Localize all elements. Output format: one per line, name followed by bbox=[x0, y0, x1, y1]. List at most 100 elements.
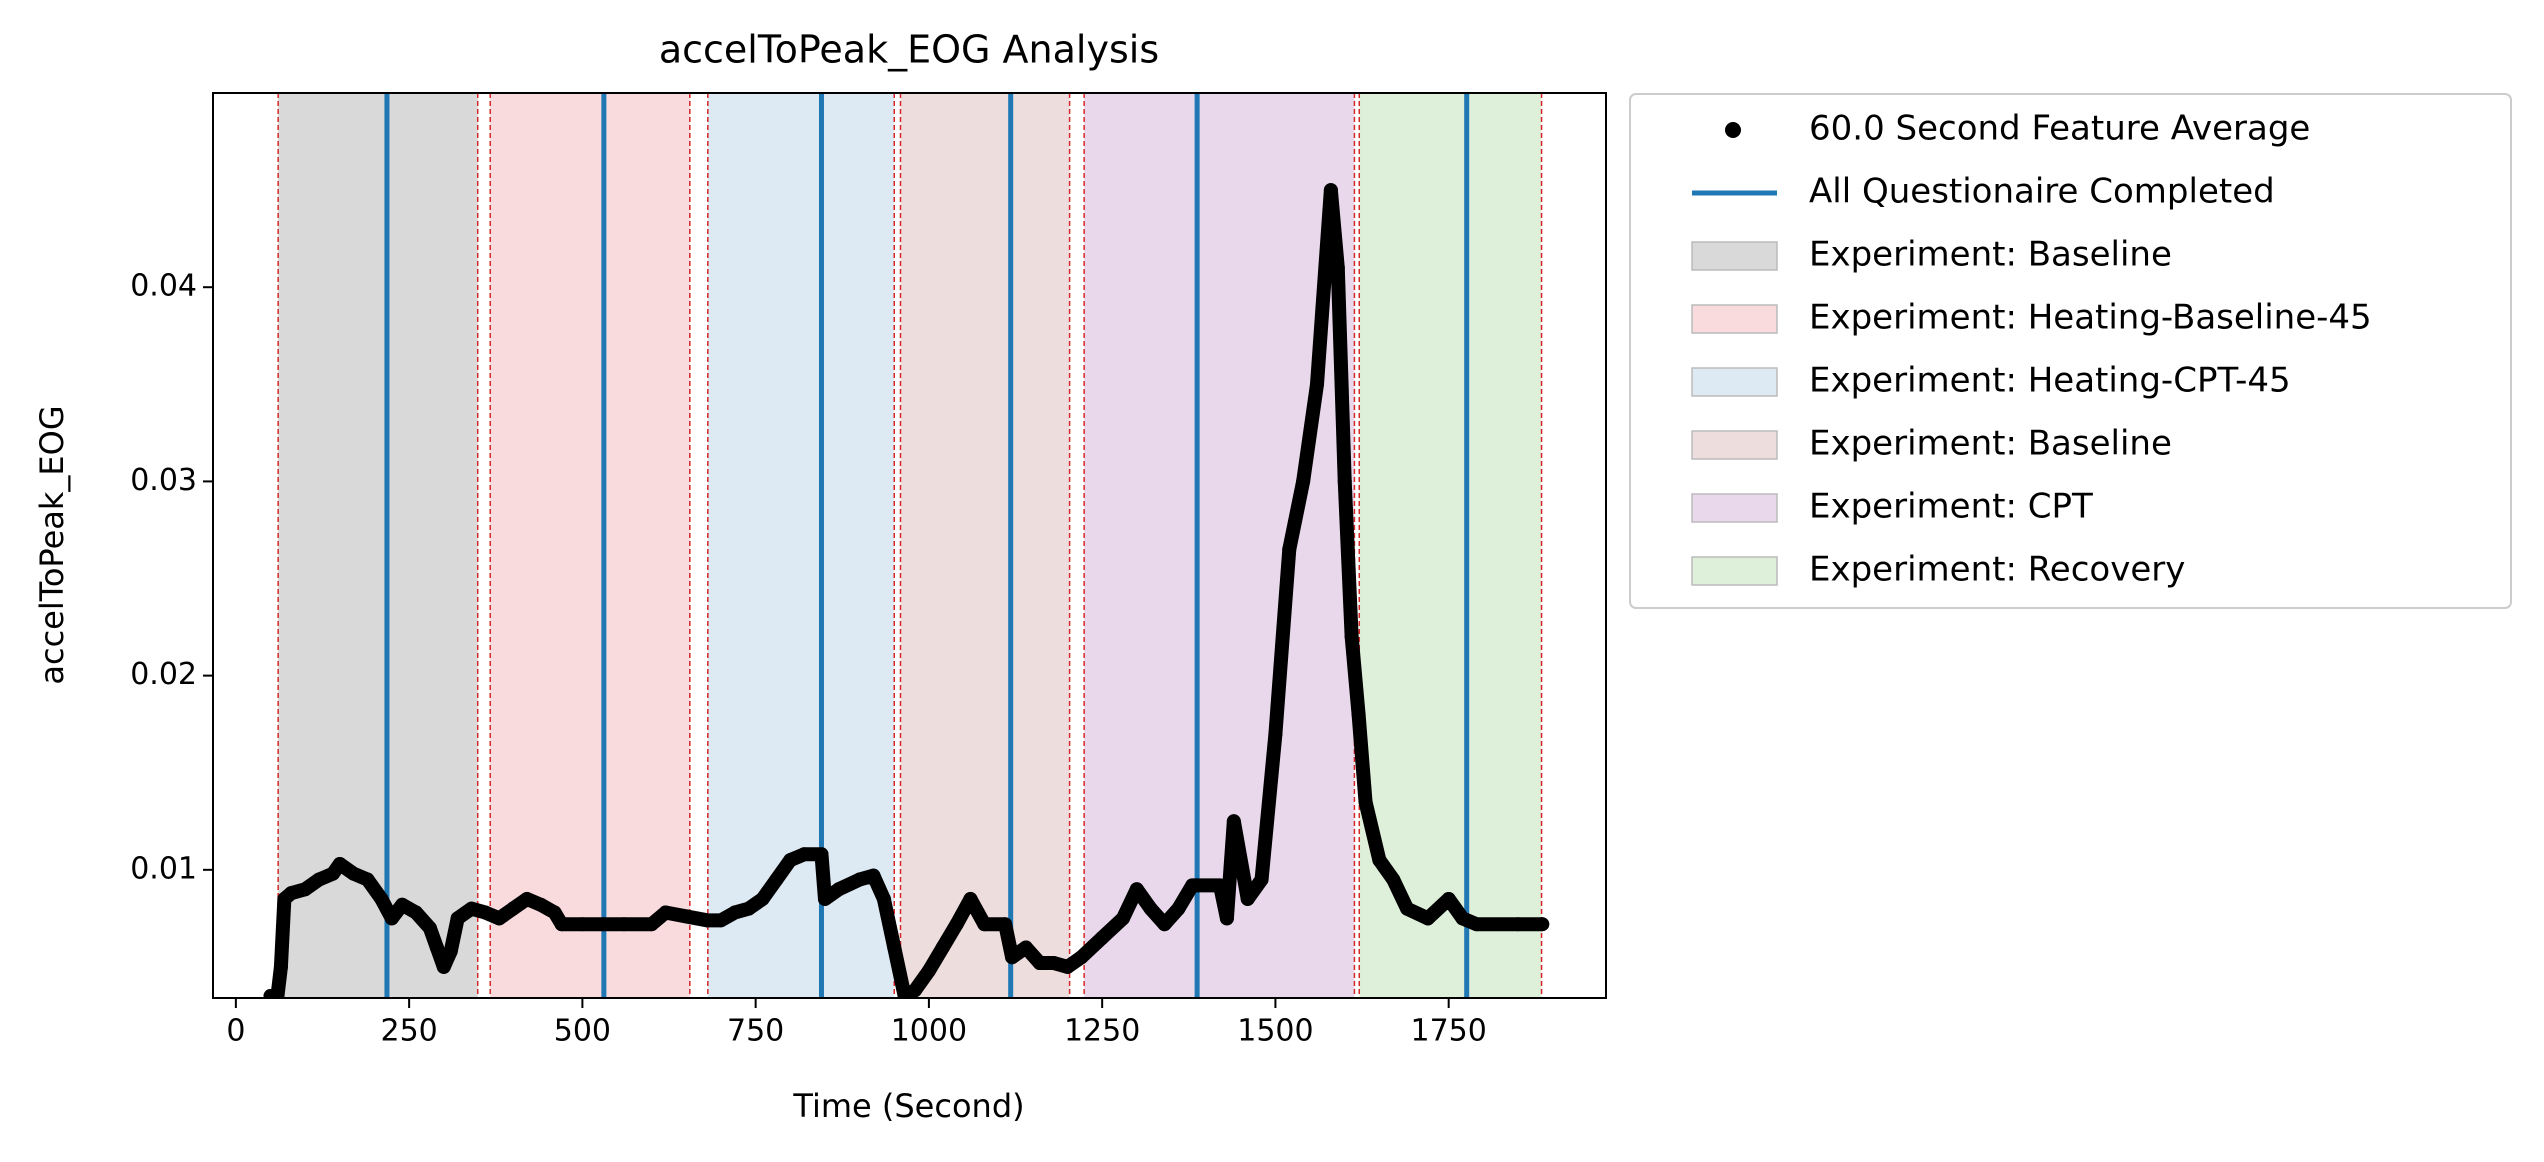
data-point bbox=[783, 853, 798, 868]
data-point bbox=[679, 909, 694, 924]
x-tick-label: 500 bbox=[554, 1014, 611, 1049]
data-point bbox=[325, 866, 340, 881]
span bbox=[900, 93, 1070, 998]
data-point bbox=[1060, 959, 1075, 974]
data-point bbox=[1337, 474, 1352, 489]
data-point bbox=[1344, 629, 1359, 644]
data-point bbox=[450, 911, 465, 926]
data-point bbox=[700, 913, 715, 928]
data-point bbox=[519, 891, 534, 906]
data-point bbox=[1095, 930, 1110, 945]
data-point bbox=[755, 891, 770, 906]
x-tick-label: 1750 bbox=[1411, 1014, 1487, 1049]
data-point bbox=[713, 913, 728, 928]
data-point bbox=[1240, 891, 1255, 906]
data-point bbox=[866, 868, 881, 883]
data-point bbox=[443, 944, 458, 959]
legend-label: Experiment: Heating-CPT-45 bbox=[1809, 361, 2291, 401]
data-point bbox=[876, 891, 891, 906]
data-point bbox=[464, 901, 479, 916]
data-point bbox=[547, 905, 562, 920]
x-tick-label: 750 bbox=[727, 1014, 784, 1049]
data-point bbox=[1372, 853, 1387, 868]
data-point bbox=[596, 917, 611, 932]
x-tick-label: 1000 bbox=[891, 1014, 967, 1049]
data-point bbox=[831, 882, 846, 897]
y-axis-label: accelToPeak_EOG bbox=[33, 405, 71, 684]
data-point bbox=[409, 905, 424, 920]
legend-patch bbox=[1691, 430, 1778, 460]
data-point bbox=[1510, 917, 1525, 932]
data-point bbox=[1330, 260, 1345, 275]
data-point bbox=[769, 872, 784, 887]
data-point bbox=[741, 901, 756, 916]
y-tick-label: 0.01 bbox=[130, 851, 197, 886]
data-point bbox=[1032, 956, 1047, 971]
data-point bbox=[1282, 542, 1297, 557]
data-point bbox=[1254, 872, 1269, 887]
x-tick-label: 0 bbox=[226, 1014, 245, 1049]
legend-patch bbox=[1691, 556, 1778, 586]
data-point bbox=[1171, 901, 1186, 916]
legend-patch bbox=[1691, 304, 1778, 334]
data-point bbox=[1018, 940, 1033, 955]
data-point bbox=[616, 917, 631, 932]
data-point bbox=[644, 917, 659, 932]
span bbox=[707, 93, 895, 998]
data-point bbox=[817, 891, 832, 906]
legend-box bbox=[1629, 93, 2512, 609]
data-point bbox=[977, 917, 992, 932]
data-point bbox=[492, 911, 507, 926]
data-point bbox=[312, 872, 327, 887]
data-point bbox=[1323, 183, 1338, 198]
data-point bbox=[1535, 917, 1550, 932]
data-point bbox=[852, 872, 867, 887]
x-axis-label: Time (Second) bbox=[792, 1087, 1024, 1125]
data-point bbox=[963, 891, 978, 906]
data-point bbox=[554, 917, 569, 932]
data-point bbox=[374, 891, 389, 906]
chart-title: accelToPeak_EOG Analysis bbox=[659, 28, 1159, 72]
legend-label: Experiment: CPT bbox=[1809, 487, 2093, 527]
data-point bbox=[1386, 872, 1401, 887]
data-point bbox=[1420, 911, 1435, 926]
data-point bbox=[1143, 901, 1158, 916]
data-point bbox=[575, 917, 590, 932]
legend-label: Experiment: Heating-Baseline-45 bbox=[1809, 298, 2372, 338]
y-tick-label: 0.03 bbox=[130, 463, 197, 498]
data-point bbox=[533, 897, 548, 912]
data-point bbox=[949, 917, 964, 932]
span bbox=[1359, 93, 1542, 998]
data-point bbox=[1074, 950, 1089, 965]
data-point bbox=[908, 983, 923, 998]
data-point bbox=[436, 959, 451, 974]
plot bbox=[263, 93, 1550, 998]
data-point bbox=[270, 989, 285, 998]
data-point bbox=[298, 882, 313, 897]
data-point bbox=[1441, 891, 1456, 906]
data-point bbox=[284, 886, 299, 901]
data-point bbox=[1219, 911, 1234, 926]
data-point bbox=[478, 905, 493, 920]
plot-frame bbox=[212, 92, 1607, 999]
data-point bbox=[658, 905, 673, 920]
legend-label: All Questionaire Completed bbox=[1809, 172, 2275, 212]
data-point bbox=[887, 940, 902, 955]
data-point bbox=[1469, 917, 1484, 932]
data-point bbox=[1129, 882, 1144, 897]
data-point bbox=[422, 921, 437, 936]
data-point bbox=[346, 866, 361, 881]
legend-marker bbox=[1725, 122, 1741, 138]
data-point bbox=[273, 959, 288, 974]
x-tick-label: 1250 bbox=[1064, 1014, 1140, 1049]
legend-label: Experiment: Baseline bbox=[1809, 235, 2172, 275]
data-point bbox=[1400, 901, 1415, 916]
data-line bbox=[263, 183, 1550, 998]
data-point bbox=[1455, 911, 1470, 926]
data-point bbox=[1157, 917, 1172, 932]
data-point bbox=[360, 872, 375, 887]
y-tick-label: 0.04 bbox=[130, 269, 197, 304]
legend-patch bbox=[1691, 241, 1778, 271]
